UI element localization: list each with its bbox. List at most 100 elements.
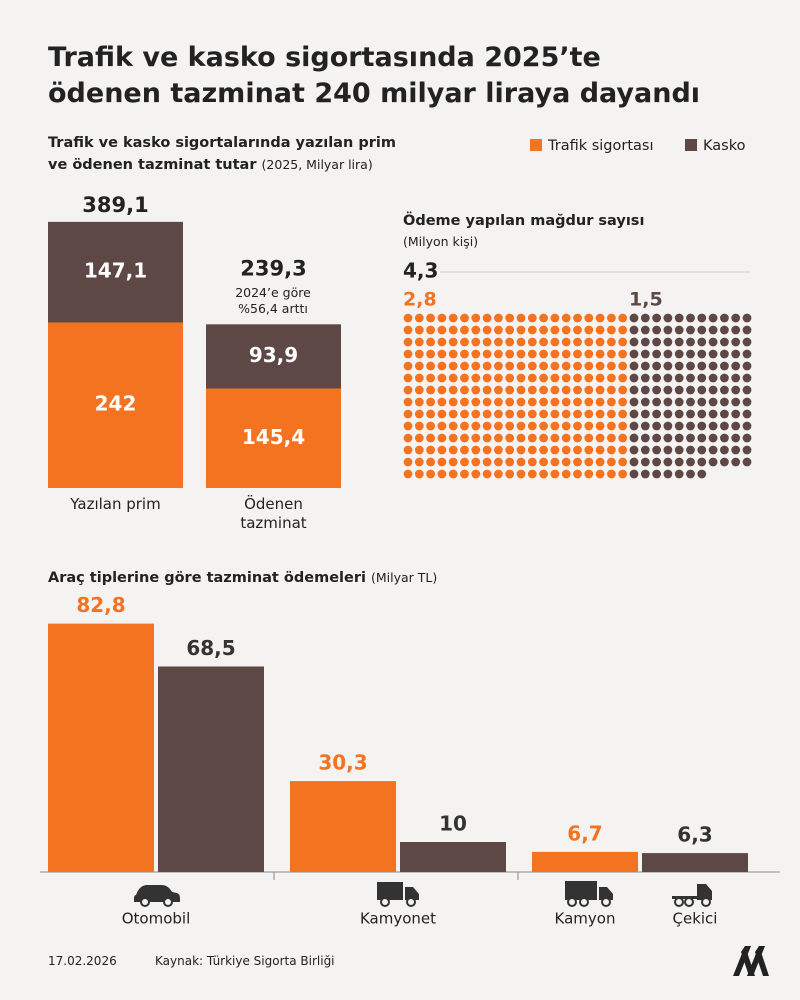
- tractor-icon: [672, 884, 712, 907]
- bar: [532, 851, 638, 872]
- legend-label: Trafik sigortası: [547, 138, 654, 154]
- dot: [742, 385, 752, 395]
- dot: [494, 433, 503, 443]
- dot: [471, 337, 481, 347]
- dot: [697, 457, 707, 467]
- dot: [674, 313, 684, 323]
- dot: [527, 409, 537, 419]
- dot: [584, 373, 594, 383]
- dot: [505, 433, 515, 443]
- dot: [652, 397, 661, 407]
- dot: [471, 421, 481, 431]
- dot: [652, 433, 661, 443]
- dot: [686, 469, 695, 479]
- dot: [640, 325, 650, 335]
- dot: [505, 469, 515, 479]
- dot: [494, 373, 503, 383]
- dot: [652, 457, 661, 467]
- dot: [686, 373, 695, 383]
- dot: [595, 397, 605, 407]
- dot: [550, 397, 560, 407]
- dot: [573, 325, 582, 335]
- dot: [516, 385, 526, 395]
- dot: [460, 337, 469, 347]
- dot: [674, 457, 684, 467]
- dot: [618, 325, 628, 335]
- dot: [539, 373, 548, 383]
- dot: [708, 433, 718, 443]
- dot: [539, 361, 548, 371]
- dot: [697, 433, 707, 443]
- dot: [663, 313, 673, 323]
- chart-title: Trafik ve kasko sigortalarında yazılan p…: [48, 133, 418, 176]
- dot: [460, 445, 469, 455]
- dot: [494, 457, 503, 467]
- dot: [720, 385, 729, 395]
- dot: [426, 385, 435, 395]
- dot: [640, 445, 650, 455]
- dot: [471, 361, 481, 371]
- dot: [561, 385, 571, 395]
- dot: [595, 385, 605, 395]
- dot: [426, 421, 435, 431]
- dot: [607, 325, 616, 335]
- dot: [527, 397, 537, 407]
- dot: [618, 457, 628, 467]
- value-label: 68,5: [186, 636, 235, 660]
- dot: [584, 385, 594, 395]
- dot: [505, 445, 515, 455]
- car-icon: [134, 885, 180, 907]
- dot: [527, 421, 537, 431]
- dot: [550, 361, 560, 371]
- dot: [527, 325, 537, 335]
- dot: [403, 457, 413, 467]
- dot: [686, 385, 695, 395]
- dot: [550, 469, 560, 479]
- dot: [550, 445, 560, 455]
- dot: [697, 397, 707, 407]
- x-tick-label: Çekici: [673, 910, 718, 928]
- dot: [742, 373, 752, 383]
- dot: [731, 433, 741, 443]
- dot: [629, 457, 639, 467]
- dot: [414, 361, 424, 371]
- dot: [561, 349, 571, 359]
- dot: [437, 385, 447, 395]
- bar: [290, 781, 396, 872]
- dot: [742, 349, 752, 359]
- dot: [539, 325, 548, 335]
- dot: [663, 457, 673, 467]
- dot: [607, 433, 616, 443]
- dot: [595, 349, 605, 359]
- dot: [697, 385, 707, 395]
- dot: [516, 433, 526, 443]
- dot: [539, 385, 548, 395]
- dot: [629, 409, 639, 419]
- dot: [527, 457, 537, 467]
- dot: [561, 409, 571, 419]
- dot: [629, 397, 639, 407]
- dot: [584, 349, 594, 359]
- dot: [550, 421, 560, 431]
- dot: [437, 349, 447, 359]
- dot: [640, 373, 650, 383]
- dot: [663, 469, 673, 479]
- dot: [516, 361, 526, 371]
- dot: [595, 361, 605, 371]
- dot: [471, 457, 481, 467]
- dot: [708, 337, 718, 347]
- dot: [448, 469, 458, 479]
- dot: [584, 397, 594, 407]
- dot: [403, 313, 413, 323]
- dot: [640, 313, 650, 323]
- dot: [437, 433, 447, 443]
- dot: [674, 433, 684, 443]
- dot: [618, 385, 628, 395]
- dot: [448, 325, 458, 335]
- dot: [674, 385, 684, 395]
- dot: [539, 409, 548, 419]
- dot: [573, 433, 582, 443]
- chart-subtitle: (2025, Milyar lira): [261, 157, 373, 172]
